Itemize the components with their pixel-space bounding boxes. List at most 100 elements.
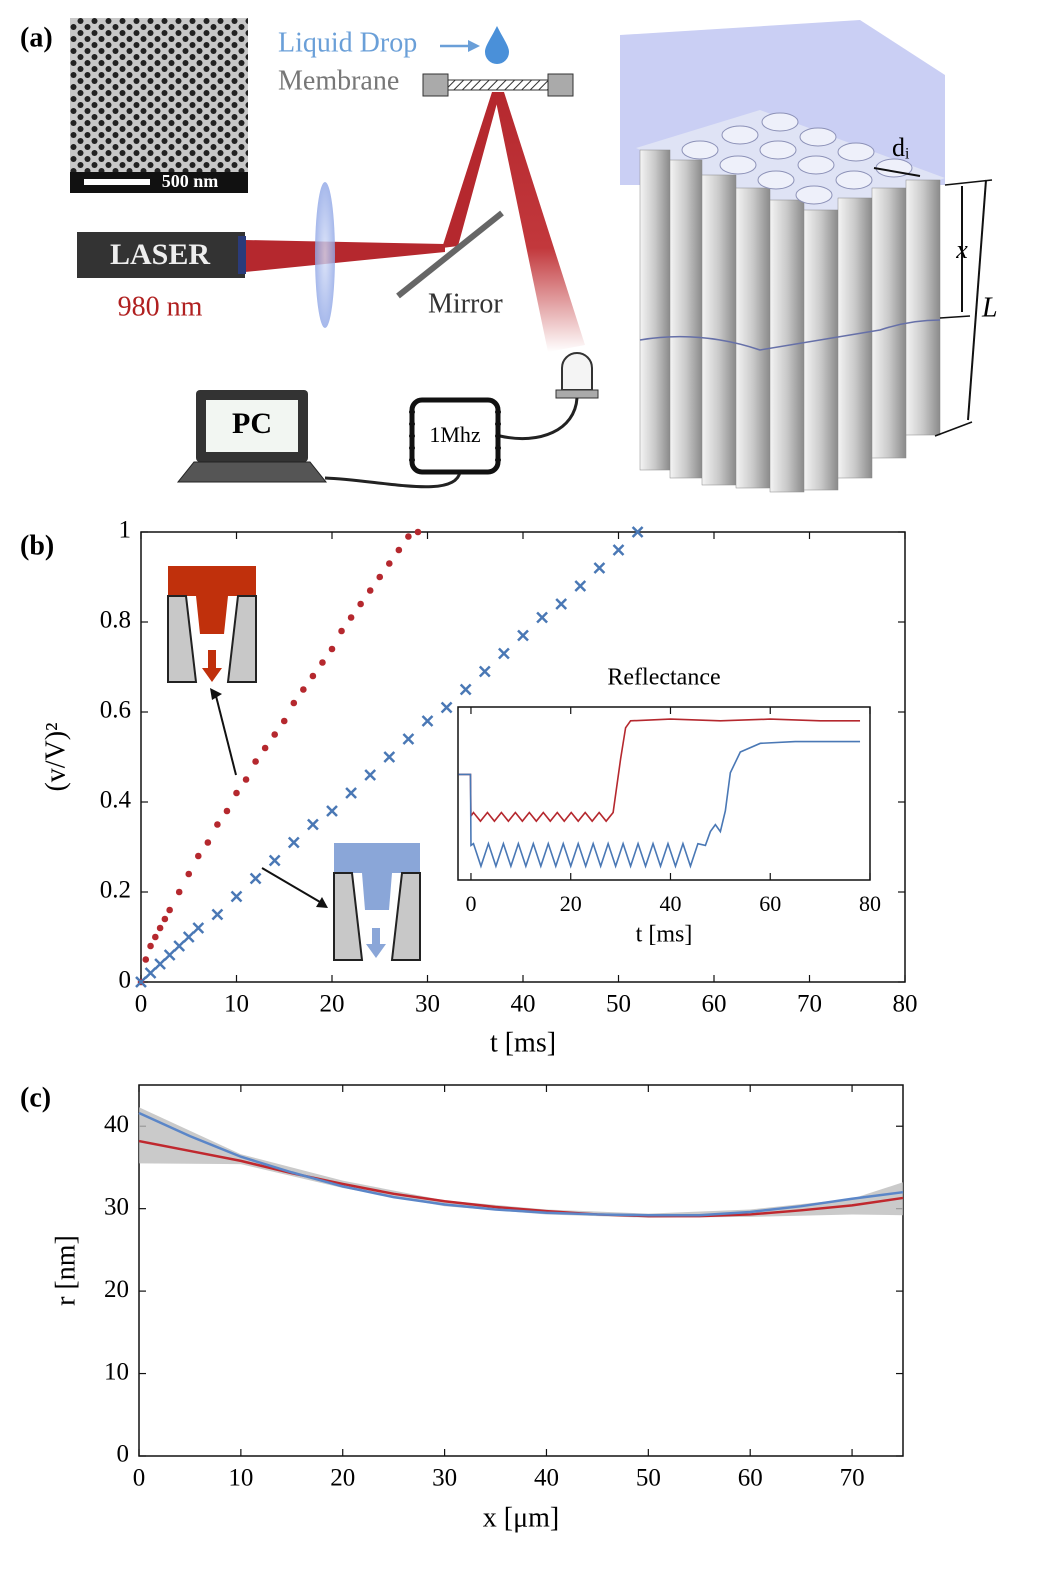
cross-marker <box>287 836 300 849</box>
y-tick-label: 40 <box>104 1111 129 1138</box>
x-tick-label: 40 <box>659 891 681 916</box>
cable <box>324 471 462 489</box>
sem-image <box>70 18 248 174</box>
scale-bar-label: 500 nm <box>162 171 219 191</box>
laser-beam <box>442 92 500 248</box>
cross-marker <box>163 949 176 961</box>
lens <box>315 182 335 328</box>
cross-marker <box>326 805 338 817</box>
y-tick-label: 10 <box>104 1358 129 1385</box>
dot-marker <box>185 870 193 878</box>
cross-marker <box>478 665 491 678</box>
y-tick-label: 0.2 <box>100 877 131 904</box>
cross-marker <box>555 598 568 610</box>
x-tick-label: 20 <box>560 891 582 916</box>
pc-label: PC <box>232 407 272 440</box>
dot-marker <box>280 717 288 725</box>
x-tick-label: 60 <box>759 891 781 916</box>
chart-title: Reflectance <box>607 665 720 691</box>
panel-label: (b) <box>20 530 54 561</box>
x-tick-label: 80 <box>859 891 881 916</box>
cross-marker <box>536 611 548 624</box>
length-label: L <box>981 292 998 323</box>
dot-marker <box>252 758 259 765</box>
mirror <box>396 210 504 299</box>
x-tick-label: 30 <box>415 991 440 1018</box>
cross-marker <box>211 908 224 921</box>
x-axis-label: t [ms] <box>636 922 693 948</box>
dot-marker <box>366 587 374 594</box>
dot-marker <box>414 528 422 536</box>
scale-bar <box>84 179 150 185</box>
x-axis-label: x [μm] <box>483 1502 559 1533</box>
dot-marker <box>161 915 169 923</box>
frequency-label: 1Mhz <box>429 422 481 447</box>
x-tick-label: 70 <box>840 1465 865 1492</box>
x-tick-label: 40 <box>534 1465 559 1492</box>
panel-label: (c) <box>20 1082 51 1113</box>
cross-marker <box>459 683 472 696</box>
cross-marker <box>574 580 587 592</box>
mirror-label: Mirror <box>428 288 503 319</box>
cross-marker <box>182 931 195 943</box>
cross-marker <box>192 922 205 934</box>
cross-marker <box>230 890 243 903</box>
membrane-label: Membrane <box>278 65 399 96</box>
x-tick-label: 20 <box>330 1465 355 1492</box>
panel-a: (a) 500 nm Liquid Drop Membrane Mirror L… <box>20 18 998 493</box>
y-axis-label: r [nm] <box>50 1235 81 1306</box>
dot-marker <box>290 699 298 707</box>
dot-marker <box>386 560 393 567</box>
pore-block <box>620 20 993 493</box>
charts: 0 10 20 30 40 50 60 70 80 0 0.2 0.4 0.6 0.8 1 t [ms] (v/… <box>20 517 918 1534</box>
y-tick-label: 0.8 <box>100 607 131 634</box>
membrane <box>447 79 549 91</box>
dot-marker <box>309 672 317 680</box>
pore-schematics <box>167 566 421 961</box>
dot-marker <box>395 546 403 554</box>
cross-marker <box>402 733 415 745</box>
laser-label: LASER <box>110 238 210 271</box>
cross-marker <box>517 629 529 642</box>
dot-marker <box>242 776 250 783</box>
dot-marker <box>156 924 164 932</box>
depth-label: x <box>955 235 968 264</box>
y-tick-label: 1 <box>119 517 132 544</box>
x-tick-label: 60 <box>702 991 727 1018</box>
dot-marker <box>338 627 345 635</box>
dot-marker <box>233 789 240 797</box>
pore-diameter-label: dᵢ <box>892 133 910 162</box>
laser-beam <box>245 240 445 272</box>
reflected-beam <box>494 92 585 352</box>
dot-marker <box>347 614 355 621</box>
dot-marker <box>223 807 231 815</box>
x-tick-label: 0 <box>465 891 476 916</box>
cross-marker <box>173 940 186 952</box>
dot-marker <box>166 906 173 914</box>
dot-marker <box>405 533 412 540</box>
laser <box>77 232 245 278</box>
series-line <box>458 740 861 869</box>
y-tick-label: 0 <box>119 967 132 994</box>
cable <box>499 397 579 441</box>
y-tick-label: 0 <box>117 1441 130 1468</box>
series-line <box>458 718 861 823</box>
cross-marker <box>144 967 157 979</box>
cross-marker <box>307 818 319 831</box>
y-tick-label: 0.4 <box>100 787 132 814</box>
y-tick-label: 20 <box>104 1276 129 1303</box>
x-tick-label: 50 <box>636 1465 661 1492</box>
pc-display <box>206 400 298 452</box>
plot-frame <box>457 706 871 881</box>
detector <box>561 352 593 391</box>
cross-marker <box>345 787 357 799</box>
dot-marker <box>142 956 150 963</box>
x-tick-label: 30 <box>432 1465 457 1492</box>
series-line <box>138 1111 904 1217</box>
dot-marker <box>204 839 212 846</box>
dot-marker <box>300 686 307 693</box>
dot-marker <box>357 600 364 608</box>
cross-marker <box>135 976 147 988</box>
detector-base <box>555 389 599 399</box>
x-tick-label: 50 <box>606 991 631 1018</box>
